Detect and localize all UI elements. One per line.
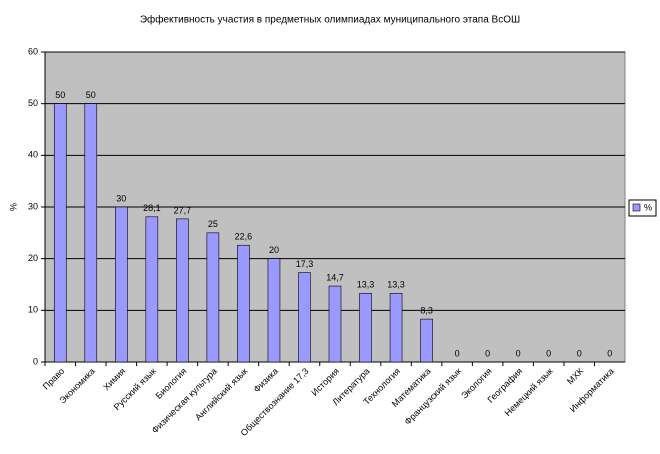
bar	[298, 272, 311, 363]
chart-title: Эффективность участия в предметных олимп…	[140, 14, 520, 26]
x-tick-label: МХК	[565, 365, 586, 386]
value-label: 13,3	[387, 280, 405, 290]
y-axis-label: %	[8, 203, 18, 211]
value-label: 0	[455, 348, 460, 358]
legend-label: %	[644, 202, 652, 212]
value-label: 30	[116, 193, 126, 203]
x-tick-label: Право	[41, 366, 67, 392]
y-tick-label: 10	[28, 305, 38, 315]
x-tick-label: Английский язык	[193, 366, 249, 422]
legend-swatch	[632, 203, 641, 212]
value-label: 25	[208, 219, 218, 229]
bar	[237, 244, 250, 363]
value-label: 50	[86, 90, 96, 100]
bar	[328, 285, 342, 363]
value-label: 13,3	[357, 280, 375, 290]
value-label: 20	[269, 245, 279, 255]
x-tick-label: Французский язык	[402, 366, 463, 427]
bar	[53, 103, 67, 363]
x-tick-label: Химия	[101, 366, 127, 392]
value-label: 0	[577, 348, 582, 358]
y-tick-label: 60	[28, 46, 38, 56]
bar	[389, 292, 403, 363]
y-tick-label: 0	[33, 356, 38, 366]
value-label: 27,7	[174, 205, 192, 215]
bar	[206, 232, 220, 363]
y-tick-label: 50	[28, 98, 38, 108]
value-label: 14,7	[326, 272, 344, 282]
value-label: 0	[516, 348, 521, 358]
bar	[176, 218, 189, 363]
bar	[145, 216, 159, 363]
y-tick-label: 40	[28, 150, 38, 160]
bar	[359, 292, 372, 363]
value-label: 0	[607, 348, 612, 358]
bar	[420, 318, 433, 363]
value-label: 0	[546, 348, 551, 358]
value-label: 8,3	[420, 305, 433, 315]
bar	[267, 258, 281, 363]
value-label: 22,6	[235, 232, 253, 242]
bar	[115, 206, 128, 363]
x-tick-label: Физика	[252, 366, 280, 394]
value-label: 0	[485, 348, 490, 358]
value-label: 17,3	[296, 259, 314, 269]
bar	[84, 103, 98, 363]
value-label: 28,1	[143, 203, 161, 213]
value-label: 50	[55, 90, 65, 100]
y-tick-label: 20	[28, 253, 38, 263]
y-tick-label: 30	[28, 201, 38, 211]
